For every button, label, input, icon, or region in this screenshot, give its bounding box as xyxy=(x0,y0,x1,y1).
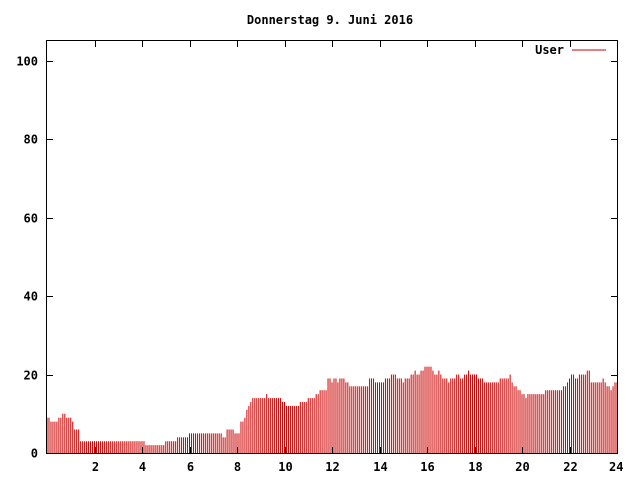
x-tick-label: 14 xyxy=(373,460,387,474)
x-tick-label: 24 xyxy=(609,460,623,474)
x-tick-label: 20 xyxy=(515,460,529,474)
y-tick-label: 80 xyxy=(24,133,38,147)
x-tick-label: 2 xyxy=(92,460,99,474)
x-tick-label: 4 xyxy=(139,460,146,474)
x-tick-label: 6 xyxy=(187,460,194,474)
y-tick-label: 100 xyxy=(16,55,38,69)
x-tick-label: 18 xyxy=(468,460,482,474)
x-tick-label: 8 xyxy=(234,460,241,474)
y-tick-label: 60 xyxy=(24,212,38,226)
x-tick-label: 10 xyxy=(278,460,292,474)
y-tick-label: 0 xyxy=(31,447,38,461)
chart-title: Donnerstag 9. Juni 2016 xyxy=(247,13,413,27)
x-tick-label: 12 xyxy=(325,460,339,474)
y-tick-label: 40 xyxy=(24,290,38,304)
legend: User xyxy=(535,43,606,57)
legend-label-user: User xyxy=(535,43,564,57)
bars-group xyxy=(46,366,618,453)
y-tick-label: 20 xyxy=(24,369,38,383)
plot-frame xyxy=(46,40,618,454)
x-tick-label: 22 xyxy=(563,460,577,474)
x-tick-label: 16 xyxy=(420,460,434,474)
